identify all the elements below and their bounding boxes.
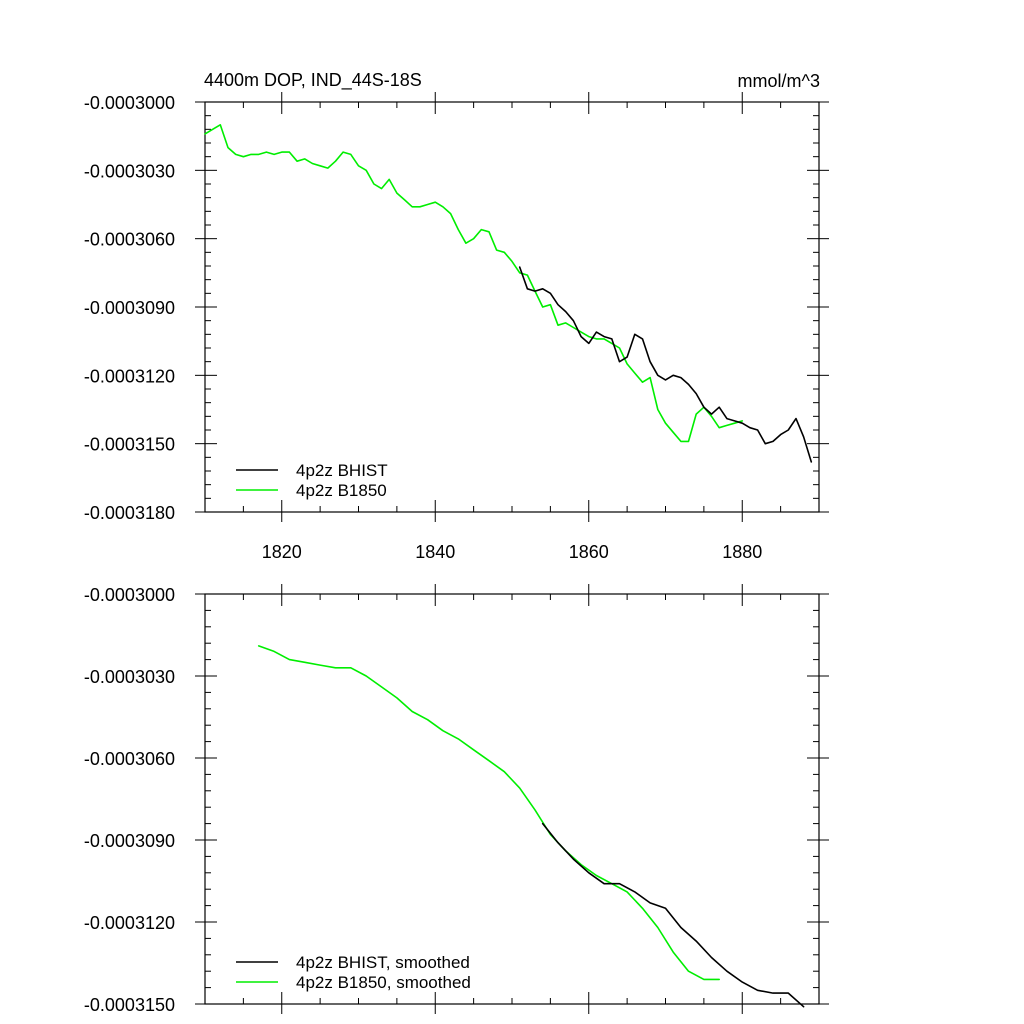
y-tick-label: -0.0003090 [84, 298, 175, 318]
x-tick-label: 1820 [262, 542, 302, 562]
series-line [257, 645, 721, 981]
bottom-panel: -0.0003000 -0.0003030 -0.0003060 -0.0003090… [84, 584, 829, 1015]
y-tick-label: -0.0003060 [84, 230, 175, 250]
y-tick-label: -0.0003120 [84, 366, 175, 386]
y-tick-label: -0.0003030 [84, 667, 175, 687]
x-tick-label: 1880 [722, 542, 762, 562]
legend-label-b1850-smoothed: 4p2z B1850, smoothed [296, 973, 471, 992]
legend-label-bhist: 4p2z BHIST [296, 461, 388, 480]
ticks-bottom [195, 584, 829, 1014]
series-line [518, 266, 813, 463]
plot-frame-top [204, 101, 820, 513]
y-tick-label: -0.0003120 [84, 913, 175, 933]
series-lines-bottom [257, 645, 805, 1008]
chart-title: 4400m DOP, IND_44S-18S [204, 70, 422, 91]
ticks-top [195, 92, 829, 522]
legend-label-b1850: 4p2z B1850 [296, 481, 387, 500]
series-line [541, 822, 805, 1008]
series-lines-top [204, 124, 813, 463]
x-tick-label: 1840 [415, 542, 455, 562]
y-tick-label: -0.0003060 [84, 749, 175, 769]
x-tick-label: 1860 [569, 542, 609, 562]
series-line [204, 124, 744, 443]
y-tick-labels-top: -0.0003000 -0.0003030 -0.0003060 -0.0003090… [84, 93, 175, 523]
top-panel: 4400m DOP, IND_44S-18S mmol/m^3 -0.00030… [84, 70, 829, 562]
y-tick-label: -0.0003150 [84, 435, 175, 455]
y-tick-label: -0.0003090 [84, 831, 175, 851]
y-tick-label: -0.0003000 [84, 93, 175, 113]
y-tick-label: -0.0003150 [84, 995, 175, 1015]
y-tick-label: -0.0003030 [84, 161, 175, 181]
legend-top: 4p2z BHIST 4p2z B1850 [236, 461, 388, 500]
legend-bottom: 4p2z BHIST, smoothed 4p2z B1850, smoothe… [236, 953, 471, 992]
legend-label-bhist-smoothed: 4p2z BHIST, smoothed [296, 953, 470, 972]
y-tick-labels-bottom: -0.0003000 -0.0003030 -0.0003060 -0.0003090… [84, 585, 175, 1015]
units-label: mmol/m^3 [738, 71, 820, 91]
y-tick-label: -0.0003000 [84, 585, 175, 605]
plot-frame-bottom [204, 593, 820, 1005]
x-tick-labels-top: 1820 1840 1860 1880 [262, 542, 763, 562]
y-tick-label: -0.0003180 [84, 503, 175, 523]
